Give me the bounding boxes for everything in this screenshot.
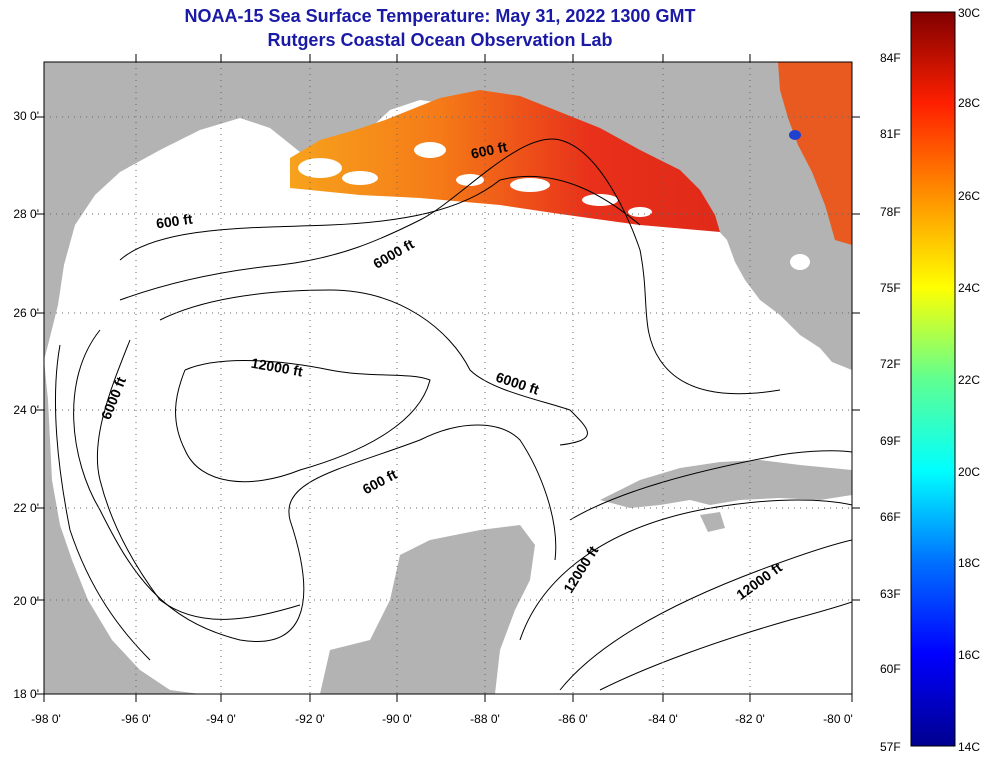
colorbar-c-26: 26C [958, 189, 981, 203]
sst-swath-east [778, 62, 852, 245]
land-isle-of-youth [700, 512, 725, 532]
colorbar-f-69: 69F [880, 434, 901, 448]
lon-label-82: -82 0' [735, 712, 765, 726]
lon-label-96: -96 0' [121, 712, 151, 726]
colorbar-c-30: 30C [958, 6, 981, 20]
lat-label-28: 28 0' [13, 207, 39, 221]
lon-label-86: -86 0' [558, 712, 588, 726]
colorbar-f-84: 84F [880, 51, 901, 65]
map-title: NOAA-15 Sea Surface Temperature: May 31,… [184, 6, 696, 26]
map-frame [43, 61, 853, 695]
lon-label-90: -90 0' [382, 712, 412, 726]
colorbar-f-81: 81F [880, 127, 901, 141]
colorbar-f-63: 63F [880, 587, 901, 601]
lon-label-92: -92 0' [295, 712, 325, 726]
lat-label-30: 30 0' [13, 109, 39, 123]
lat-label-20: 20 0' [13, 594, 39, 608]
lon-label-98: -98 0' [31, 712, 61, 726]
colorbar [910, 11, 956, 747]
colorbar-f-75: 75F [880, 281, 901, 295]
colorbar-c-14: 14C [958, 740, 981, 754]
lat-label-18: 18 0' [13, 687, 39, 701]
colorbar-c-16: 16C [958, 648, 981, 662]
land-yucatan [320, 525, 535, 694]
land-usa [44, 62, 852, 370]
colorbar-f-57: 57F [880, 740, 901, 754]
lat-label-26: 26 0' [13, 306, 39, 320]
colorbar-f-72: 72F [880, 357, 901, 371]
map-ticks [36, 54, 860, 702]
cloud-patches [298, 142, 810, 270]
land-mexico-west [44, 360, 200, 694]
colorbar-f-78: 78F [880, 205, 901, 219]
colorbar-f-66: 66F [880, 510, 901, 524]
colorbar-f-60: 60F [880, 662, 901, 676]
lon-label-84: -84 0' [648, 712, 678, 726]
colorbar-c-24: 24C [958, 281, 981, 295]
lat-label-22: 22 0' [13, 501, 39, 515]
bathymetry-contours [55, 138, 852, 691]
lon-label-80: -80 0' [823, 712, 853, 726]
contour-label-600ft-north: 600 ft [155, 211, 194, 232]
colorbar-c-28: 28C [958, 96, 981, 110]
contour-label-600ft-swath: 600 ft [469, 138, 508, 161]
colorbar-c-18: 18C [958, 556, 981, 570]
lon-label-94: -94 0' [206, 712, 236, 726]
colorbar-c-20: 20C [958, 465, 981, 479]
land-cuba [600, 460, 852, 508]
colorbar-c-22: 22C [958, 373, 981, 387]
lat-label-24: 24 0' [13, 403, 39, 417]
lon-label-88: -88 0' [470, 712, 500, 726]
map-subtitle: Rutgers Coastal Ocean Observation Lab [267, 30, 613, 50]
